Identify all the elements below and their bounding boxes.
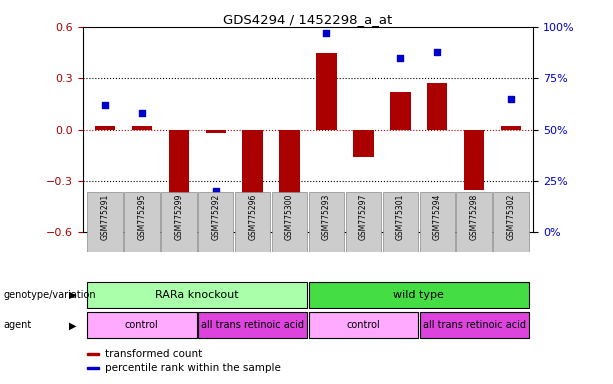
Bar — [95, 126, 115, 130]
Bar — [87, 367, 99, 369]
Bar — [353, 130, 373, 157]
Bar — [493, 192, 529, 252]
Text: genotype/variation: genotype/variation — [3, 290, 96, 300]
Text: GSM775302: GSM775302 — [507, 194, 516, 240]
Text: ▶: ▶ — [69, 290, 77, 300]
Point — [322, 30, 332, 36]
Text: ▶: ▶ — [69, 320, 77, 331]
Point — [470, 213, 479, 219]
Bar — [272, 192, 307, 252]
Text: all trans retinoic acid: all trans retinoic acid — [201, 320, 304, 331]
Text: GSM775291: GSM775291 — [101, 194, 109, 240]
Text: control: control — [125, 320, 159, 331]
Title: GDS4294 / 1452298_a_at: GDS4294 / 1452298_a_at — [223, 13, 393, 26]
Text: GSM775294: GSM775294 — [433, 194, 442, 240]
Text: GSM775298: GSM775298 — [470, 194, 479, 240]
Point — [284, 213, 294, 219]
Bar — [457, 192, 492, 252]
Bar — [132, 126, 152, 130]
Text: all trans retinoic acid: all trans retinoic acid — [423, 320, 526, 331]
Text: wild type: wild type — [394, 290, 444, 300]
Bar — [383, 192, 418, 252]
Text: GSM775292: GSM775292 — [211, 194, 220, 240]
Text: RARa knockout: RARa knockout — [156, 290, 239, 300]
Bar — [87, 192, 123, 252]
Bar — [87, 313, 197, 338]
Text: GSM775296: GSM775296 — [248, 194, 257, 240]
Bar — [316, 53, 337, 130]
Bar — [243, 130, 263, 205]
Bar — [87, 353, 99, 356]
Bar — [169, 130, 189, 195]
Bar — [280, 130, 300, 225]
Bar — [390, 92, 411, 130]
Bar — [346, 192, 381, 252]
Point — [137, 110, 147, 116]
Text: GSM775293: GSM775293 — [322, 194, 331, 240]
Point — [174, 205, 184, 211]
Bar — [419, 313, 529, 338]
Bar — [205, 130, 226, 133]
Bar — [309, 192, 345, 252]
Point — [100, 102, 110, 108]
Bar — [235, 192, 270, 252]
Point — [432, 48, 442, 55]
Text: control: control — [346, 320, 380, 331]
Text: GSM775295: GSM775295 — [137, 194, 147, 240]
Bar — [309, 282, 529, 308]
Point — [211, 188, 221, 194]
Point — [359, 199, 368, 205]
Text: GSM775300: GSM775300 — [285, 194, 294, 240]
Point — [506, 96, 516, 102]
Text: GSM775297: GSM775297 — [359, 194, 368, 240]
Bar — [124, 192, 159, 252]
Text: agent: agent — [3, 320, 31, 331]
Point — [248, 213, 257, 219]
Text: percentile rank within the sample: percentile rank within the sample — [105, 363, 281, 373]
Bar — [309, 313, 418, 338]
Bar — [198, 313, 307, 338]
Bar — [87, 282, 307, 308]
Bar — [427, 83, 447, 130]
Bar — [419, 192, 455, 252]
Bar — [464, 130, 484, 190]
Text: transformed count: transformed count — [105, 349, 202, 359]
Text: GSM775301: GSM775301 — [396, 194, 405, 240]
Bar — [501, 126, 521, 130]
Bar — [161, 192, 197, 252]
Text: GSM775299: GSM775299 — [174, 194, 183, 240]
Bar — [198, 192, 234, 252]
Point — [395, 55, 405, 61]
